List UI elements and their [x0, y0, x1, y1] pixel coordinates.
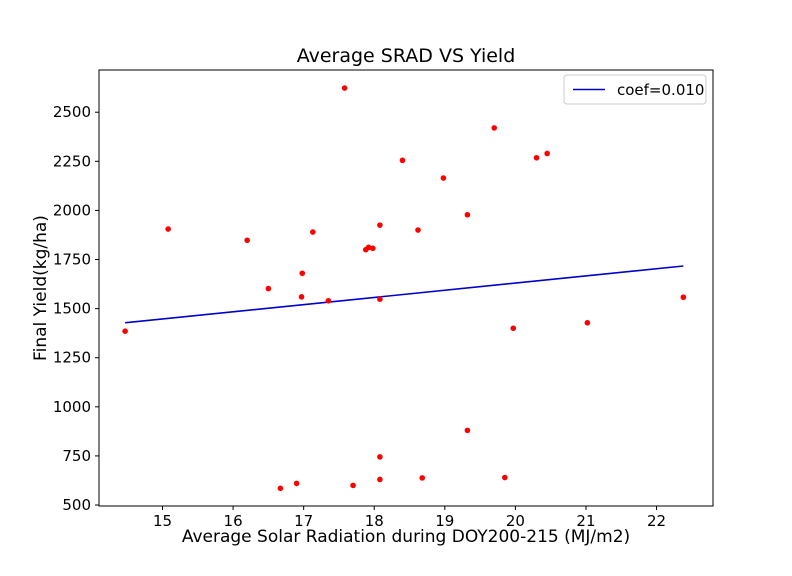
plot-area — [99, 70, 713, 506]
data-point — [464, 211, 471, 218]
y-tick-label: 500 — [62, 496, 91, 514]
chart-title: Average SRAD VS Yield — [297, 45, 516, 67]
data-point — [370, 245, 376, 252]
data-point — [584, 319, 591, 326]
data-point — [310, 229, 316, 235]
data-point — [350, 482, 356, 489]
data-point — [510, 325, 517, 332]
y-tick-label: 2000 — [53, 201, 91, 219]
x-axis-title: Average Solar Radiation during DOY200-21… — [182, 527, 630, 547]
x-tick-label: 17 — [294, 512, 313, 530]
data-point — [533, 154, 540, 161]
data-point — [440, 175, 447, 181]
y-tick-label: 2500 — [53, 103, 91, 121]
data-point — [419, 475, 426, 481]
data-point — [415, 227, 421, 233]
data-point — [341, 85, 348, 91]
data-point — [491, 125, 498, 131]
data-point — [165, 226, 171, 232]
y-axis-title: Final Yield(kg/ha) — [31, 215, 51, 361]
y-tick-label: 1250 — [53, 349, 91, 367]
y-tick-label: 750 — [62, 447, 91, 465]
data-point — [377, 454, 383, 460]
data-point — [680, 294, 687, 301]
x-tick-label: 21 — [576, 512, 595, 530]
data-point — [299, 270, 306, 277]
y-tick-label: 1500 — [53, 300, 91, 318]
data-point — [244, 237, 251, 244]
data-point — [399, 157, 406, 164]
data-point — [377, 476, 383, 483]
y-tick-label: 1000 — [53, 398, 91, 416]
data-point — [325, 297, 332, 304]
data-point — [277, 485, 284, 492]
data-point — [464, 427, 471, 434]
x-tick-label: 20 — [506, 512, 525, 530]
legend-label: coef=0.010 — [617, 81, 704, 99]
data-point — [377, 296, 383, 302]
x-tick-label: 16 — [224, 512, 243, 530]
fit-line — [125, 265, 684, 324]
x-tick-label: 19 — [435, 512, 454, 530]
legend: coef=0.010 — [563, 74, 707, 105]
data-point — [377, 222, 383, 228]
y-tick-label: 1750 — [53, 251, 91, 269]
legend-box — [563, 74, 707, 105]
data-point — [293, 480, 300, 487]
data-point — [544, 150, 550, 157]
x-tick-label: 22 — [647, 512, 666, 530]
data-point — [298, 294, 305, 300]
plot-frame — [98, 69, 714, 507]
data-point — [122, 328, 128, 335]
data-point — [502, 474, 508, 481]
data-point — [365, 244, 372, 251]
y-tick-label: 2250 — [53, 152, 91, 170]
x-tick-label: 15 — [153, 512, 172, 530]
x-tick-label: 18 — [365, 512, 384, 530]
data-point — [265, 285, 272, 292]
